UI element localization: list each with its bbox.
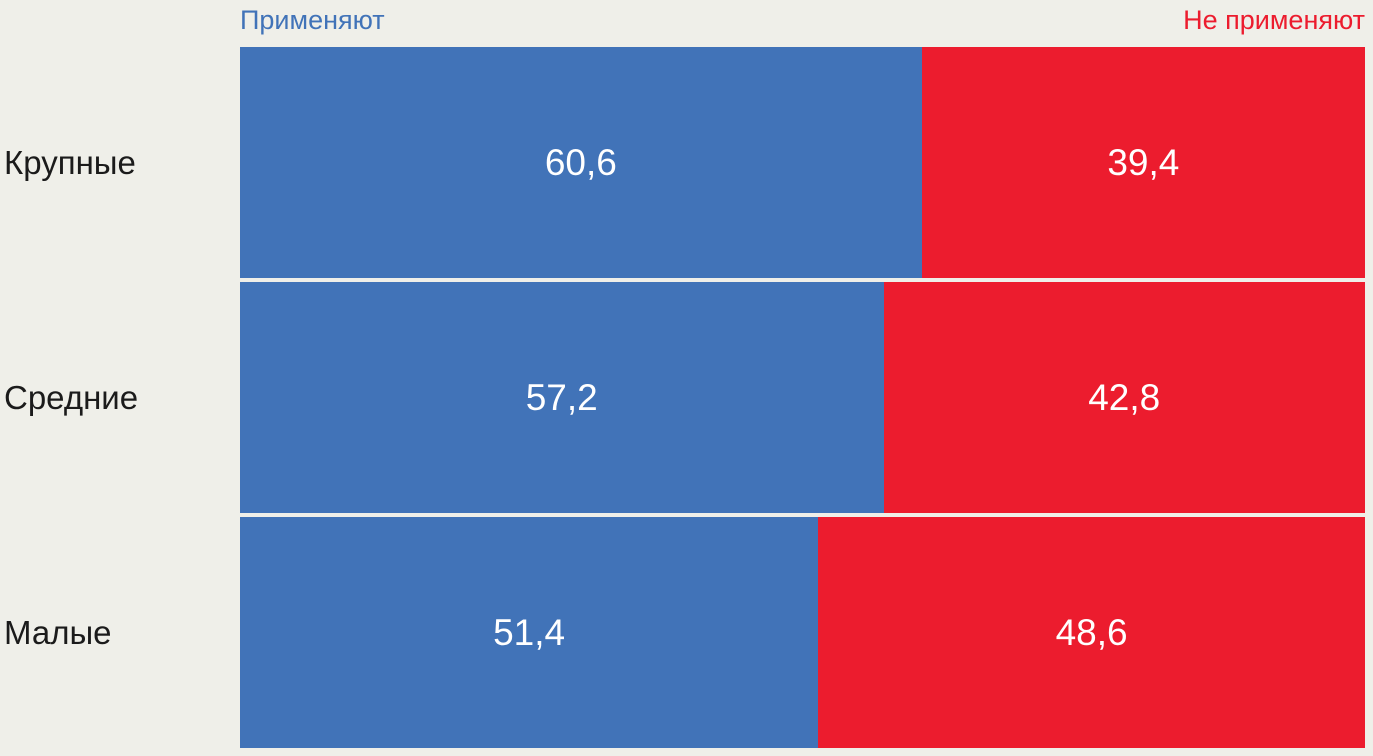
bar-segment-not-applied: 48,6 — [818, 517, 1365, 748]
chart-row: Крупные 60,6 39,4 — [0, 47, 1365, 278]
bar-group: 57,2 42,8 — [240, 282, 1365, 513]
chart-row: Средние 57,2 42,8 — [0, 282, 1365, 513]
category-label: Малые — [4, 613, 112, 651]
value-label: 60,6 — [544, 141, 617, 183]
category-label: Крупные — [4, 143, 136, 181]
value-label: 39,4 — [1107, 141, 1180, 183]
bar-group: 60,6 39,4 — [240, 47, 1365, 278]
bar-segment-applied: 51,4 — [240, 517, 819, 748]
chart-row: Малые 51,4 48,6 — [0, 517, 1365, 748]
value-label: 51,4 — [493, 611, 566, 653]
bar-segment-not-applied: 42,8 — [883, 282, 1365, 513]
legend-applied-label: Применяют — [240, 5, 385, 35]
chart-rows: Крупные 60,6 39,4 Средние 57,2 42,8 Малые 51,4 4… — [0, 47, 1373, 756]
chart-legend: Применяют Не применяют — [0, 0, 1373, 47]
bar-segment-applied: 57,2 — [240, 282, 884, 513]
value-label: 57,2 — [525, 376, 598, 418]
bar-group: 51,4 48,6 — [240, 517, 1365, 748]
bar-segment-not-applied: 39,4 — [921, 47, 1365, 278]
legend-not-applied-label: Не применяют — [1183, 5, 1365, 35]
value-label: 48,6 — [1055, 611, 1128, 653]
bar-segment-applied: 60,6 — [240, 47, 922, 278]
value-label: 42,8 — [1088, 376, 1161, 418]
category-label: Средние — [4, 378, 139, 416]
